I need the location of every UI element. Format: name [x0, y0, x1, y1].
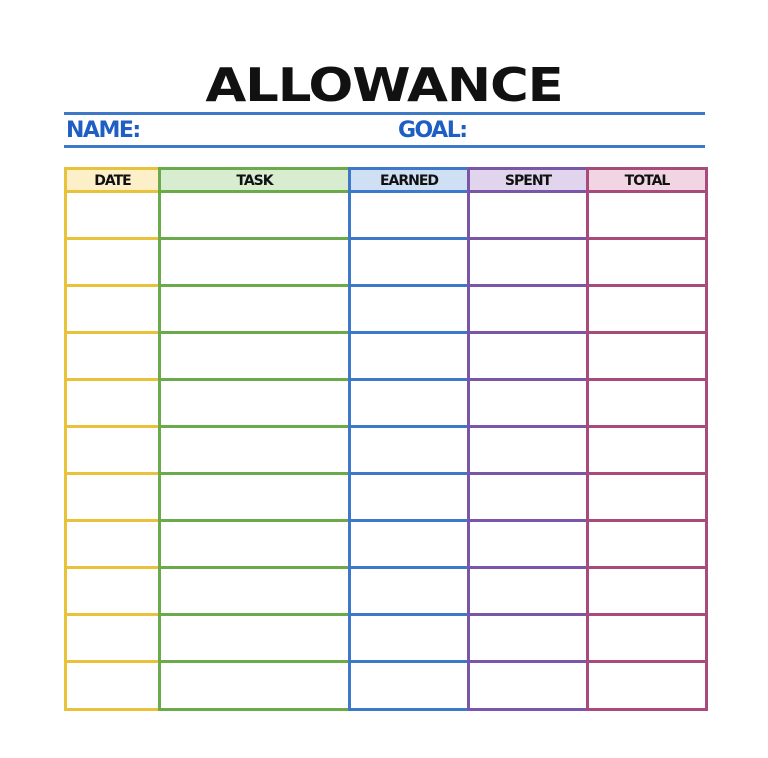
table-cell[interactable] [67, 663, 158, 710]
table-cell[interactable] [589, 428, 705, 475]
table-cell[interactable] [351, 428, 467, 475]
table-cell[interactable] [161, 522, 348, 569]
table-cell[interactable] [67, 475, 158, 522]
table-cell[interactable] [470, 475, 586, 522]
page-title: ALLOWANCE [205, 58, 563, 112]
table-cell[interactable] [351, 663, 467, 710]
table-cell[interactable] [589, 522, 705, 569]
table-cell[interactable] [589, 475, 705, 522]
table-cell[interactable] [351, 240, 467, 287]
divider-top [64, 112, 705, 115]
table-cell[interactable] [161, 287, 348, 334]
table-cell[interactable] [589, 193, 705, 240]
table-cell[interactable] [161, 475, 348, 522]
table-cell[interactable] [67, 381, 158, 428]
column-task: TASK [158, 167, 348, 711]
table-cell[interactable] [67, 334, 158, 381]
table-cell[interactable] [67, 569, 158, 616]
table-cell[interactable] [589, 381, 705, 428]
column-header: DATE [67, 170, 158, 193]
column-header: TASK [161, 170, 348, 193]
column-earned: EARNED [348, 167, 467, 711]
column-header: SPENT [470, 170, 586, 193]
table-cell[interactable] [351, 381, 467, 428]
table-cell[interactable] [470, 193, 586, 240]
table-cell[interactable] [351, 193, 467, 240]
column-date: DATE [64, 167, 158, 711]
table-cell[interactable] [161, 663, 348, 710]
table-cell[interactable] [589, 663, 705, 710]
column-spent: SPENT [467, 167, 586, 711]
table-cell[interactable] [67, 193, 158, 240]
table-cell[interactable] [589, 287, 705, 334]
table-cell[interactable] [67, 522, 158, 569]
goal-label: GOAL: [398, 118, 468, 143]
table-cell[interactable] [161, 193, 348, 240]
table-cell[interactable] [470, 240, 586, 287]
table-cell[interactable] [67, 287, 158, 334]
table-cell[interactable] [589, 240, 705, 287]
column-header: TOTAL [589, 170, 705, 193]
table-cell[interactable] [351, 287, 467, 334]
table-cell[interactable] [67, 428, 158, 475]
column-total: TOTAL [586, 167, 708, 711]
table-cell[interactable] [161, 334, 348, 381]
table-cell[interactable] [589, 616, 705, 663]
table-cell[interactable] [351, 569, 467, 616]
table-cell[interactable] [161, 569, 348, 616]
table-cell[interactable] [161, 381, 348, 428]
table-cell[interactable] [161, 428, 348, 475]
table-cell[interactable] [589, 334, 705, 381]
table-cell[interactable] [67, 240, 158, 287]
table-cell[interactable] [470, 334, 586, 381]
table-cell[interactable] [470, 569, 586, 616]
table-cell[interactable] [161, 616, 348, 663]
table-cell[interactable] [470, 381, 586, 428]
table-cell[interactable] [351, 616, 467, 663]
table-cell[interactable] [470, 428, 586, 475]
name-label: NAME: [66, 118, 141, 143]
table-cell[interactable] [470, 287, 586, 334]
column-header: EARNED [351, 170, 467, 193]
table-cell[interactable] [470, 522, 586, 569]
table-cell[interactable] [589, 569, 705, 616]
table-cell[interactable] [351, 334, 467, 381]
table-cell[interactable] [67, 616, 158, 663]
table-cell[interactable] [351, 522, 467, 569]
table-cell[interactable] [470, 663, 586, 710]
divider-bottom [64, 145, 705, 148]
table-cell[interactable] [161, 240, 348, 287]
table-cell[interactable] [470, 616, 586, 663]
table-cell[interactable] [351, 475, 467, 522]
